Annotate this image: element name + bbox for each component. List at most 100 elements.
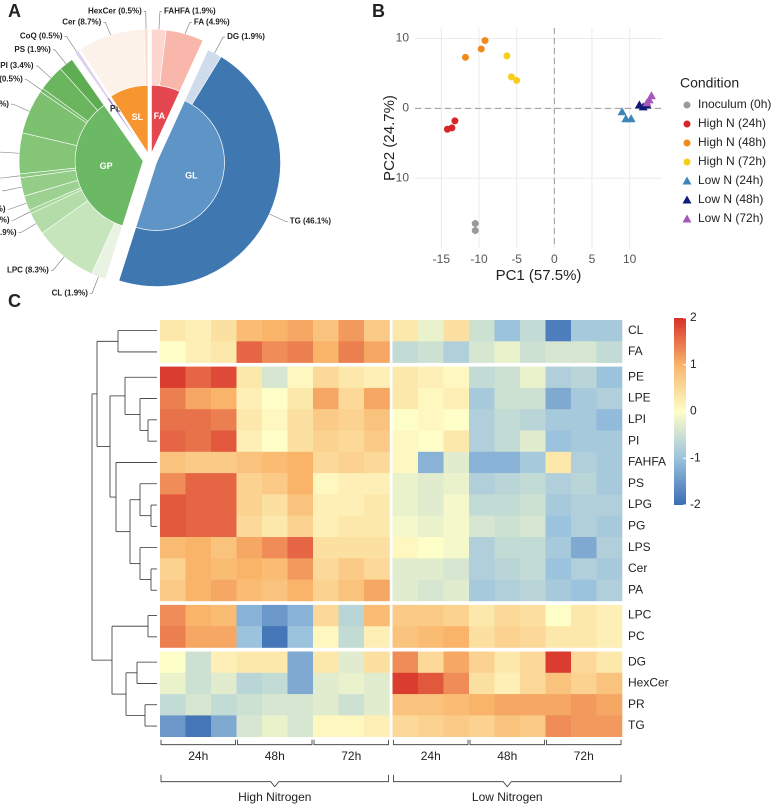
- heat-cell: [160, 651, 186, 674]
- heat-cell: [443, 694, 470, 716]
- heat-cell: [469, 473, 495, 495]
- heat-cell: [287, 473, 314, 495]
- heat-cell: [211, 694, 237, 716]
- heat-cell: [313, 537, 339, 559]
- heat-cell: [185, 366, 212, 389]
- heat-cell: [392, 473, 419, 495]
- slice-label: CoQ (0.5%): [20, 32, 63, 41]
- row-label: LPI: [628, 412, 646, 426]
- heat-cell: [469, 558, 495, 580]
- point: [448, 124, 456, 132]
- heat-cell: [571, 320, 597, 342]
- heat-cell: [469, 694, 495, 716]
- heat-cell: [287, 579, 314, 602]
- heat-cell: [160, 515, 186, 538]
- heat-cell: [262, 626, 288, 648]
- heat-cell: [545, 341, 572, 363]
- heat-cell: [545, 451, 572, 474]
- group-label: SL: [132, 112, 144, 122]
- leader-line: [0, 151, 20, 154]
- heat-cell: [287, 494, 314, 516]
- heat-cell: [287, 626, 314, 648]
- heat-cell: [545, 626, 572, 648]
- group-bracket: [160, 774, 389, 788]
- row-label: HexCer: [628, 676, 669, 690]
- group-label: GL: [185, 170, 198, 180]
- colorbar-label: -1: [690, 450, 701, 464]
- y-axis-title: PC2 (24.7%): [381, 95, 398, 181]
- heat-cell: [392, 537, 419, 559]
- heat-cell: [262, 651, 288, 674]
- heat-cell: [418, 366, 444, 389]
- group-label: GP: [100, 161, 113, 171]
- heat-cell: [211, 558, 237, 580]
- heat-cell: [211, 341, 237, 363]
- point: [626, 114, 636, 123]
- heat-cell: [160, 537, 186, 559]
- heat-cell: [469, 494, 495, 516]
- legend-label: Low N (48h): [698, 192, 763, 206]
- column-bracket: [393, 739, 469, 746]
- heat-cell: [262, 451, 288, 474]
- heat-cell: [443, 537, 470, 559]
- legend-label: Low N (72h): [698, 211, 763, 225]
- heat-cell: [520, 366, 546, 389]
- heat-cell: [211, 626, 237, 648]
- legend-title: Condition: [680, 75, 739, 91]
- heat-cell: [313, 494, 339, 516]
- heat-cell: [211, 366, 237, 389]
- heat-cell: [494, 579, 521, 602]
- row-label: LPG: [628, 497, 652, 511]
- heat-cell: [571, 537, 597, 559]
- heat-cell: [364, 451, 390, 474]
- row-label: FA: [628, 344, 643, 358]
- panel-label: B: [372, 1, 385, 21]
- heat-cell: [392, 579, 419, 602]
- slice-label: PI (3.4%): [0, 61, 34, 70]
- leader-line: [158, 11, 162, 30]
- column-bracket: [546, 739, 622, 746]
- heat-cell: [236, 341, 263, 363]
- heat-cell: [364, 341, 390, 363]
- heat-cell: [313, 409, 339, 431]
- heat-cell: [520, 320, 546, 342]
- heat-cell: [596, 473, 623, 495]
- heat-cell: [545, 651, 572, 674]
- heat-cell: [287, 604, 314, 627]
- heat-cell: [443, 558, 470, 580]
- heat-cell: [418, 451, 444, 474]
- heat-cell: [236, 651, 263, 674]
- heat-cell: [338, 604, 365, 627]
- heat-cell: [571, 651, 597, 674]
- heat-cell: [494, 366, 521, 389]
- leader-line: [103, 22, 111, 36]
- heat-cell: [418, 387, 444, 410]
- heat-cell: [469, 320, 495, 342]
- leader-line: [89, 276, 99, 294]
- heat-cell: [494, 515, 521, 538]
- slice-label: LPI (2.4%): [0, 186, 1, 195]
- heat-cell: [338, 451, 365, 474]
- heat-cell: [160, 387, 186, 410]
- heat-cell: [160, 604, 186, 627]
- point: [451, 117, 459, 125]
- heat-cell: [596, 451, 623, 474]
- heat-cell: [211, 387, 237, 410]
- heat-cell: [443, 494, 470, 516]
- y-tick-label: 0: [402, 100, 409, 114]
- heat-cell: [185, 694, 212, 716]
- heat-cell: [364, 694, 390, 716]
- heat-cell: [443, 387, 470, 410]
- column-label: 24h: [188, 749, 208, 763]
- heat-cell: [262, 387, 288, 410]
- x-tick-label: -5: [511, 252, 522, 266]
- heat-cell: [545, 672, 572, 695]
- heat-cell: [364, 537, 390, 559]
- heat-cell: [571, 409, 597, 431]
- heat-cell: [418, 651, 444, 674]
- heat-cell: [185, 604, 212, 627]
- colorbar-label: 2: [690, 310, 697, 324]
- heat-cell: [469, 515, 495, 538]
- heat-cell: [338, 473, 365, 495]
